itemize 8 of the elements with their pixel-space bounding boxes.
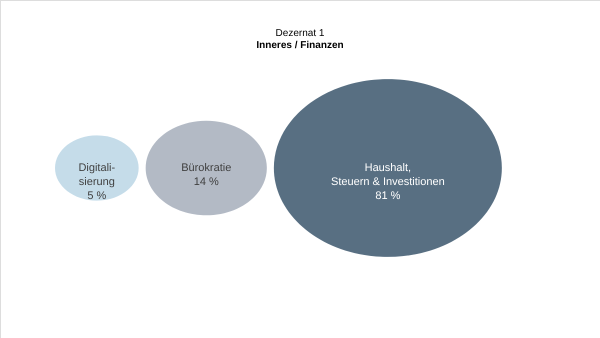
category-label: Digitali- sierung: [78, 162, 116, 188]
text: Dezernat 1: [276, 28, 325, 39]
data-label: 14 %: [194, 176, 220, 188]
category-label: Bürokratie: [181, 162, 232, 174]
text: Inneres / Finanzen: [256, 40, 344, 51]
data-label: 81 %: [375, 190, 401, 202]
data-label: 5 %: [87, 190, 107, 202]
category-label: Haushalt, Steuern & Investitionen: [330, 162, 445, 188]
